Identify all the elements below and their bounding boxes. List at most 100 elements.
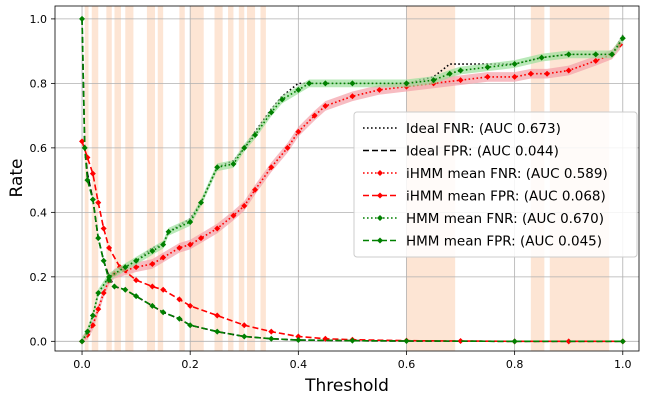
series-4-point-29	[565, 51, 572, 58]
series-4-point-3	[95, 289, 102, 296]
series-3-point-7	[133, 277, 140, 284]
series-5-point-0	[79, 15, 86, 22]
series-2-point-31	[544, 70, 551, 77]
series-2-point-29	[511, 73, 518, 80]
series-4-point-11	[198, 199, 204, 206]
y-tick-label-0: 0.0	[30, 335, 48, 348]
series-3-point-8	[149, 283, 156, 290]
series-3-point-3	[95, 199, 102, 206]
series-4-point-18	[295, 86, 302, 93]
series-2-point-27	[457, 77, 464, 84]
series-2-point-8	[133, 264, 140, 271]
y-tick-label-4: 0.8	[30, 77, 48, 90]
y-axis-label: Rate	[7, 159, 27, 198]
legend-label-1: Ideal FPR: (AUC 0.044)	[406, 144, 559, 160]
series-4-point-32	[619, 35, 626, 42]
series-5-point-9	[133, 293, 140, 300]
series-4-point-8	[160, 241, 167, 248]
highlight-band-10	[228, 6, 234, 351]
legend-box	[353, 111, 638, 258]
series-2-point-3	[95, 306, 102, 313]
series-2	[79, 39, 624, 345]
series-2-point-14	[214, 225, 221, 232]
series-4-point-2	[89, 312, 96, 319]
legend-label-3: iHMM mean FPR: (AUC 0.068)	[406, 189, 606, 205]
y-tick-label-5: 1.0	[30, 13, 48, 26]
series-4-point-25	[457, 67, 464, 74]
series-3-point-9	[160, 286, 167, 293]
series-4-point-17	[279, 96, 286, 103]
series-5-line	[81, 18, 623, 343]
highlight-bands	[84, 6, 610, 351]
series-4-point-23	[430, 77, 437, 84]
series-4	[79, 34, 626, 345]
x-tick-label-0: 0.0	[73, 358, 91, 371]
x-tick-label-1: 0.2	[181, 358, 199, 371]
series-2-point-22	[322, 102, 329, 109]
series-3-point-2	[89, 170, 96, 177]
series-3-point-21	[565, 338, 572, 345]
series-2-point-9	[149, 260, 156, 267]
series-3-point-11	[187, 302, 194, 309]
series-2-point-18	[268, 164, 275, 171]
legend-label-5: HMM mean FPR: (AUC 0.045)	[406, 234, 602, 250]
series-2-point-17	[252, 186, 259, 193]
y-tick-label-2: 0.4	[30, 206, 48, 219]
highlight-band-6	[157, 6, 164, 351]
series-4-point-27	[511, 61, 518, 68]
series-3-point-19	[457, 338, 464, 345]
series-4-point-10	[187, 219, 194, 226]
series-4-point-21	[349, 80, 356, 87]
series-2-point-12	[187, 241, 194, 248]
series-5-point-5	[100, 257, 107, 264]
series-4-point-7	[149, 248, 156, 255]
legend: Ideal FNR: (AUC 0.673) Ideal FPR: (AUC 0.…	[353, 111, 638, 258]
series-5-point-14	[214, 328, 221, 335]
y-tick-label-3: 0.6	[30, 142, 48, 155]
series-3-point-12	[214, 312, 221, 319]
series-2-point-19	[284, 144, 291, 151]
series-4-point-15	[252, 131, 259, 138]
series-2-point-32	[565, 67, 572, 74]
series-5-point-19	[403, 338, 410, 345]
series-5-point-12	[176, 315, 183, 322]
series-4-point-19	[306, 80, 313, 87]
legend-marker-3	[377, 192, 383, 199]
series-5-point-13	[187, 322, 194, 329]
series-4-point-6	[133, 257, 140, 264]
series-5-point-15	[241, 333, 248, 340]
series-3-line	[81, 141, 623, 343]
series-2-point-33	[592, 57, 599, 64]
y-tick-label-1: 0.2	[30, 271, 48, 284]
series-5-point-18	[349, 337, 356, 344]
series-2-point-21	[311, 112, 318, 119]
series-3-point-14	[268, 328, 275, 335]
x-tick-label-5: 1.0	[614, 358, 632, 371]
series-3-point-5	[106, 244, 113, 251]
ticks: 0.0 0.2 0.4 0.6 0.8 1.0 0.0 0.2 0.4 0.6 0.8 1.0	[30, 13, 632, 371]
series-5-point-17	[295, 337, 302, 344]
series-4-point-0	[79, 338, 86, 345]
series-2-point-4	[100, 289, 107, 296]
series-2-point-23	[349, 93, 356, 100]
series-2-point-10	[160, 254, 167, 261]
series-4-point-26	[484, 64, 491, 71]
series-2-point-30	[527, 70, 534, 77]
series-5-point-4	[95, 235, 102, 242]
highlight-band-2	[106, 6, 112, 351]
series-2-point-28	[484, 73, 491, 80]
legend-label-4: HMM mean FNR: (AUC 0.670)	[406, 211, 604, 227]
series-2-point-11	[176, 244, 183, 251]
series-4-point-16	[268, 109, 275, 116]
series-4-point-30	[592, 51, 599, 58]
series-2-point-20	[295, 128, 302, 135]
series-4-point-31	[608, 51, 615, 58]
series-5-point-20	[511, 338, 518, 345]
series-4-point-5	[122, 264, 129, 271]
series-5-point-1	[81, 144, 88, 151]
series-3-point-10	[176, 296, 183, 303]
plot-frame	[54, 5, 640, 352]
series-5-point-6	[106, 277, 113, 284]
series-4-point-22	[403, 80, 410, 87]
legend-marker-2	[377, 170, 383, 176]
